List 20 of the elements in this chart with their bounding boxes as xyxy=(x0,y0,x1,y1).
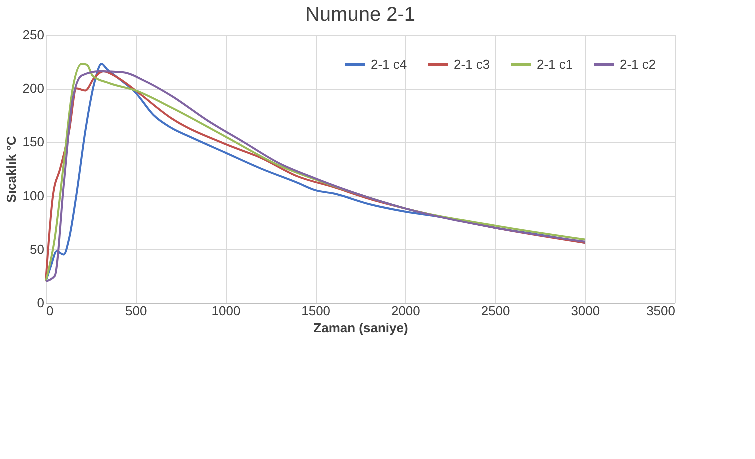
x-tick-label: 2500 xyxy=(481,304,510,318)
y-tick-label: 150 xyxy=(22,134,44,150)
x-tick-label: 500 xyxy=(126,304,148,318)
x-tick-label: 3500 xyxy=(646,304,676,318)
y-axis-title: Sıcaklık °C xyxy=(4,136,19,203)
x-tick-label: 3000 xyxy=(571,304,600,318)
x-tick-label: 2000 xyxy=(391,304,420,318)
x-tick-label: 0 xyxy=(46,304,54,318)
x-tick-label: 1500 xyxy=(302,304,331,318)
legend-label: 2-1 c2 xyxy=(620,56,656,72)
x-axis-title: Zaman (saniye) xyxy=(314,320,408,336)
y-tick-label: 250 xyxy=(22,28,44,42)
legend-label: 2-1 c1 xyxy=(537,56,574,72)
y-tick-label: 200 xyxy=(22,81,44,96)
legend-label: 2-1 c3 xyxy=(454,56,490,72)
chart-title: Numune 2-1 xyxy=(305,4,416,26)
legend-label: 2-1 c4 xyxy=(371,56,408,72)
y-tick-label: 50 xyxy=(30,242,44,257)
y-tick-label: 100 xyxy=(22,188,44,204)
x-tick-label: 1000 xyxy=(212,304,241,318)
